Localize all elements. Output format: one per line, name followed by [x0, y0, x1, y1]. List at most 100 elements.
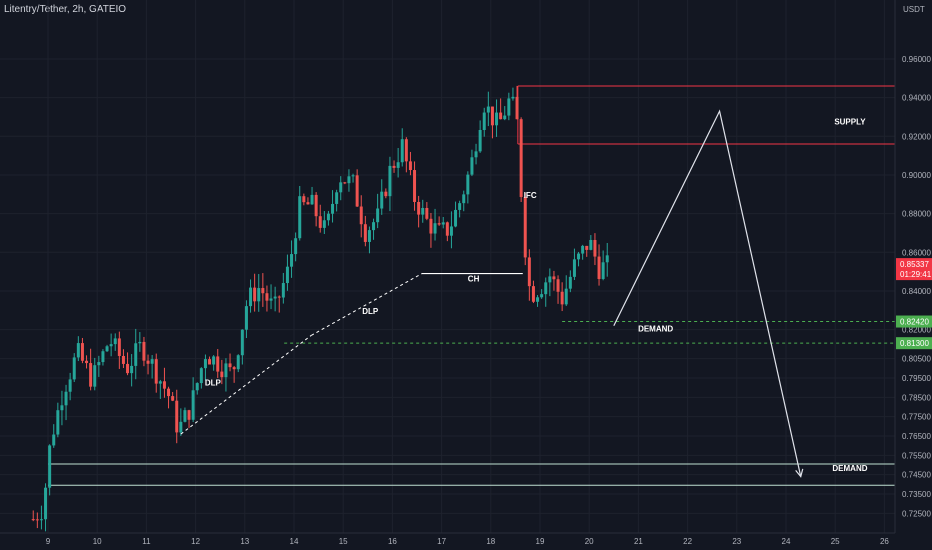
candle-body	[48, 445, 52, 488]
price-tick: 0.77500	[902, 413, 931, 422]
candle-body	[72, 357, 76, 380]
candle-body	[257, 288, 261, 302]
candle-body	[35, 519, 39, 521]
candle-body	[339, 182, 343, 193]
candle-body	[265, 293, 269, 301]
candle-body	[97, 362, 101, 366]
time-tick: 23	[732, 537, 741, 546]
time-tick: 25	[831, 537, 840, 546]
candle-body	[212, 356, 216, 365]
time-tick: 20	[585, 537, 594, 546]
candle-body	[203, 359, 207, 369]
candle-body	[93, 365, 97, 387]
candle-body	[187, 410, 191, 420]
price-tick: 0.90000	[902, 171, 931, 180]
candle-body	[232, 367, 236, 370]
candle-body	[536, 297, 540, 302]
price-tick: 0.94000	[902, 94, 931, 103]
candle-body	[380, 191, 384, 209]
candle-body	[572, 259, 576, 277]
candle-body	[531, 286, 535, 302]
candle-body	[167, 388, 171, 397]
price-tick: 0.79500	[902, 374, 931, 383]
candle-body	[285, 266, 289, 284]
candle-body	[355, 175, 359, 207]
candle-body	[515, 96, 519, 120]
candle-body	[363, 224, 367, 242]
candle-body	[138, 341, 142, 344]
price-tick: 0.72500	[902, 509, 931, 518]
candle-body	[236, 355, 240, 370]
candle-body	[519, 119, 523, 197]
candle-body	[392, 165, 396, 168]
candle-body	[441, 222, 445, 225]
candle-body	[80, 343, 84, 361]
time-tick: 18	[486, 537, 495, 546]
candle-body	[359, 206, 363, 225]
candle-body	[277, 296, 281, 298]
candles	[31, 85, 609, 532]
candle-body	[31, 519, 35, 521]
candle-body	[105, 346, 109, 352]
candle-body	[146, 360, 150, 364]
candle-body	[76, 343, 80, 358]
time-tick: 19	[536, 537, 545, 546]
countdown-value: 01:29:41	[900, 270, 932, 279]
annotation-label: SUPPLY	[834, 118, 866, 127]
annotation-label: DLP	[362, 307, 379, 316]
candle-body	[507, 98, 511, 116]
candle-body	[154, 359, 158, 384]
candle-body	[101, 351, 105, 363]
candle-body	[183, 410, 187, 422]
candle-body	[109, 344, 113, 347]
currency-label: USDT	[903, 5, 925, 14]
candle-body	[113, 338, 117, 345]
dlp-dotted-line	[310, 273, 423, 336]
candle-body	[511, 96, 515, 99]
candle-body	[413, 170, 417, 202]
candle-body	[388, 165, 392, 197]
price-tick: 0.88000	[902, 210, 931, 219]
price-level-value: 0.82420	[900, 318, 929, 327]
candle-body	[490, 106, 494, 126]
candle-body	[117, 338, 121, 356]
candle-body	[158, 381, 162, 384]
candle-body	[503, 115, 507, 120]
candle-body	[244, 306, 248, 330]
candle-body	[39, 519, 43, 521]
candle-body	[335, 192, 339, 204]
candle-body	[331, 203, 335, 214]
candle-body	[89, 363, 93, 387]
candle-body	[68, 379, 72, 392]
candle-body	[400, 139, 404, 163]
candle-body	[523, 196, 527, 258]
annotations: DLP DLP CH IFC DEMAND SUPPLY DEMAND	[205, 118, 868, 473]
candle-body	[142, 341, 146, 361]
candle-body	[162, 381, 166, 389]
candle-body	[458, 203, 462, 210]
candle-body	[249, 287, 253, 307]
candle-body	[425, 207, 429, 219]
candle-body	[56, 410, 60, 435]
candle-body	[593, 239, 597, 257]
price-tick: 0.76500	[902, 432, 931, 441]
price-tick: 0.74500	[902, 471, 931, 480]
candle-body	[454, 209, 458, 227]
candle-body	[433, 223, 437, 234]
candle-body	[294, 238, 298, 255]
candle-body	[273, 296, 277, 299]
candle-body	[126, 363, 130, 374]
candle-body	[486, 106, 490, 113]
candle-body	[44, 487, 48, 520]
time-tick: 11	[142, 537, 151, 546]
time-tick: 16	[388, 537, 397, 546]
candle-body	[130, 365, 134, 374]
candle-body	[240, 329, 244, 356]
candle-body	[556, 279, 560, 292]
zones	[48, 85, 895, 486]
price-level-tag	[896, 315, 932, 328]
candle-body	[220, 371, 224, 378]
candle-body	[171, 396, 175, 401]
price-tick: 0.73500	[902, 490, 931, 499]
